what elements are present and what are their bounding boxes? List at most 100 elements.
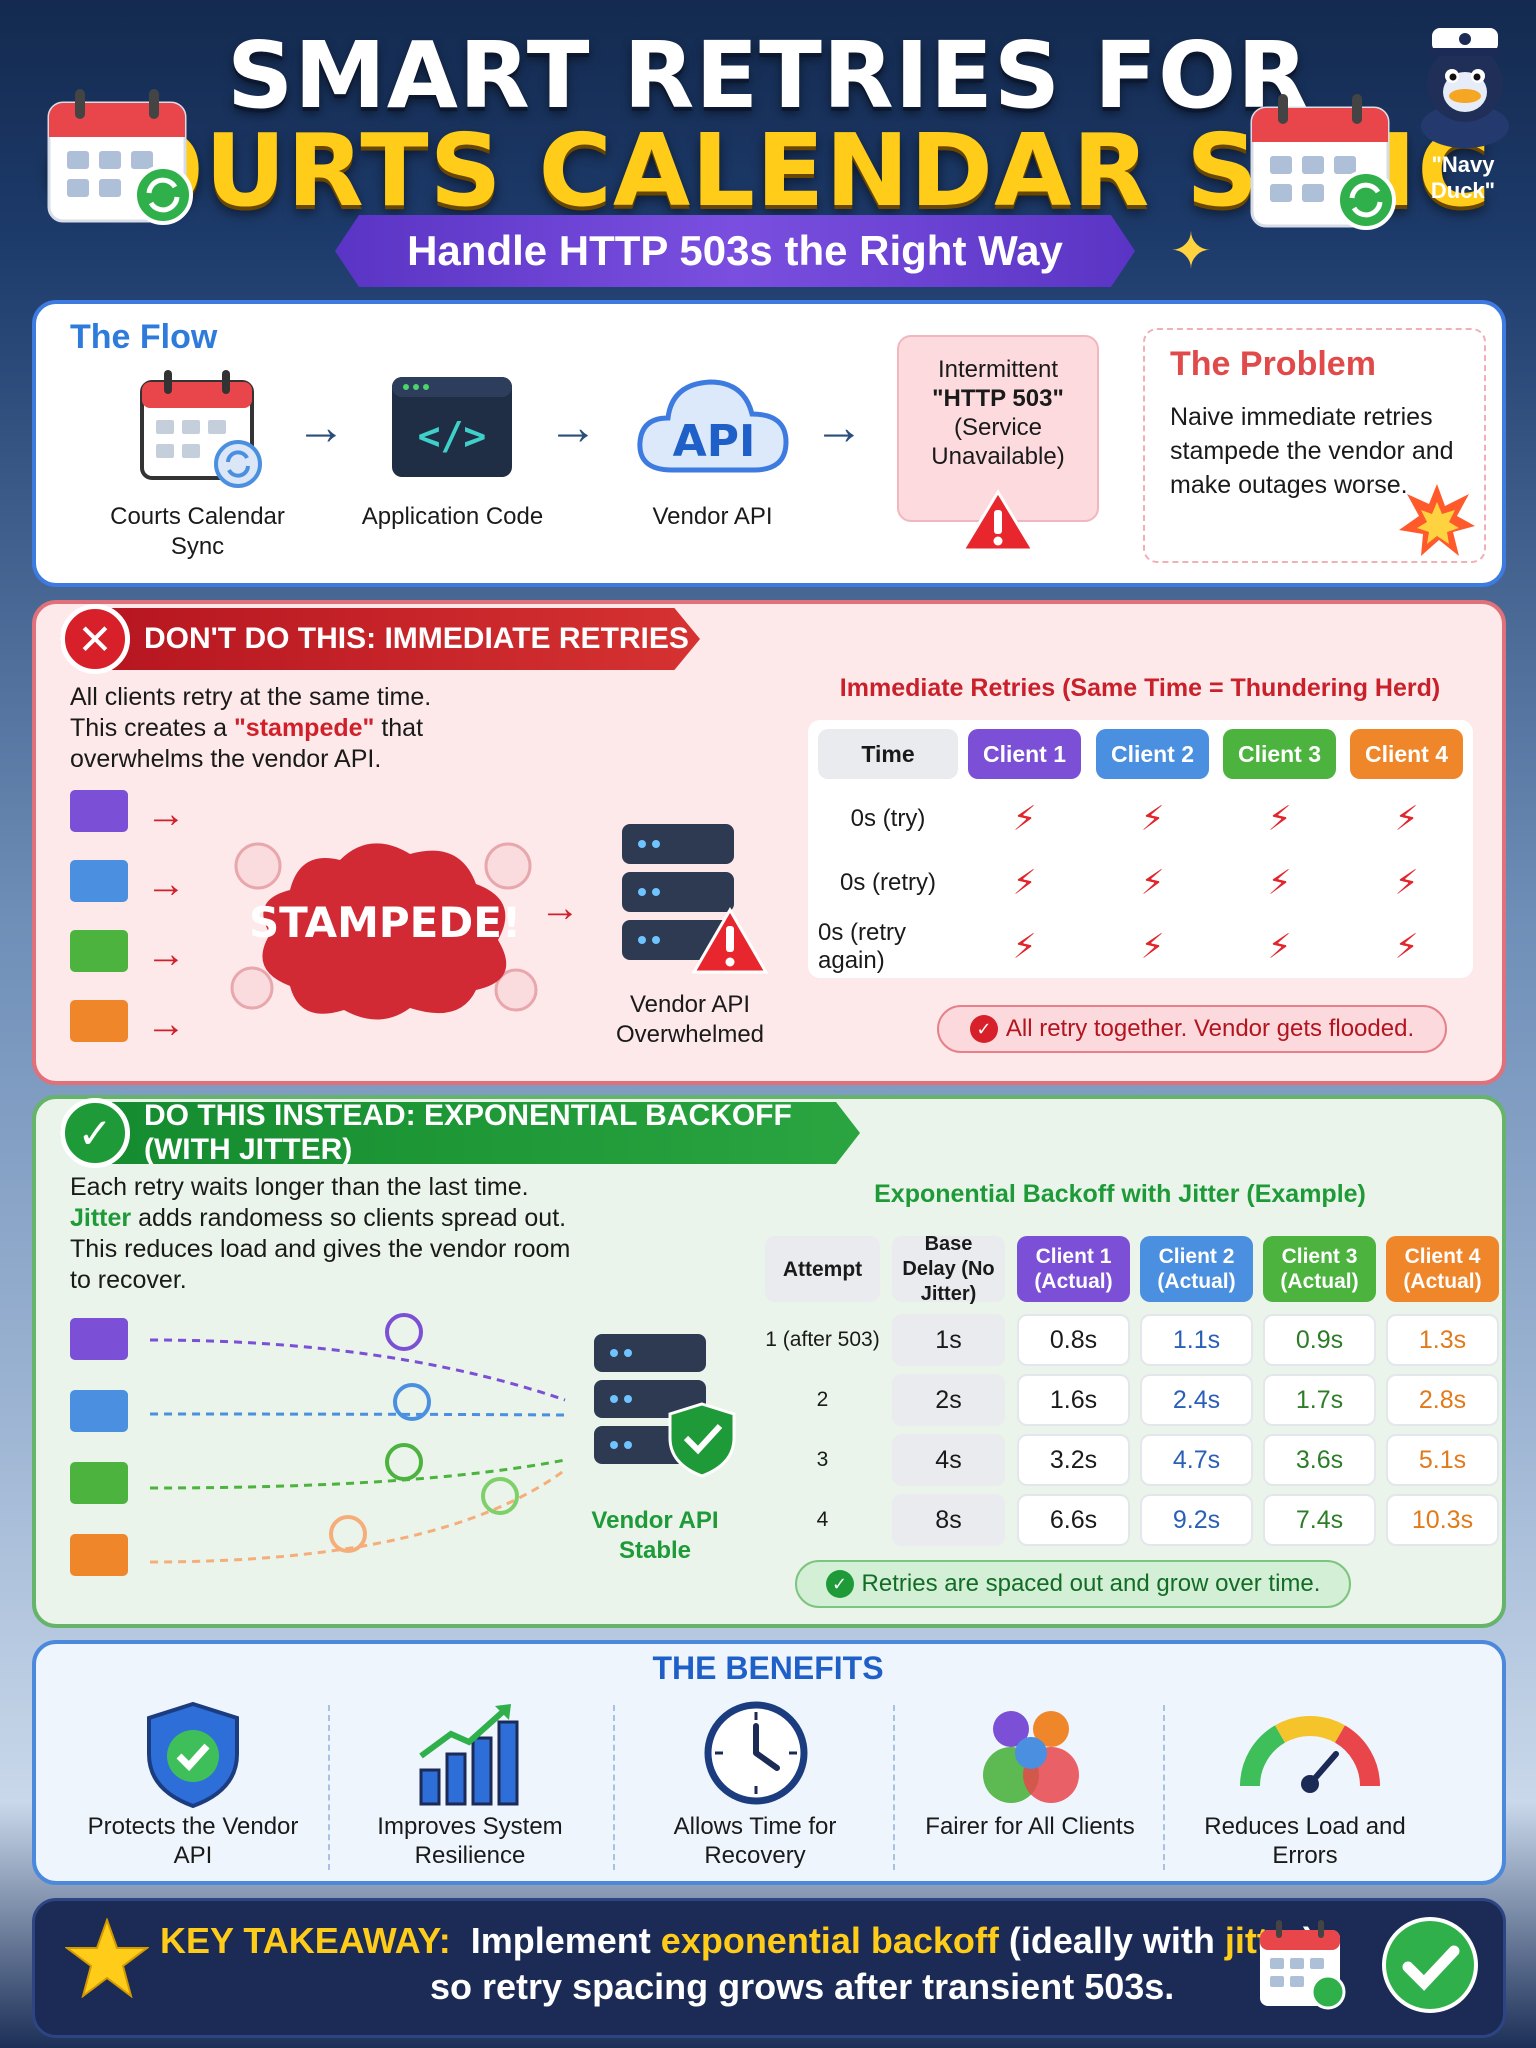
do-text-line-3: This reduces load and gives the vendor r… <box>70 1235 571 1263</box>
cloud-api-icon: API <box>637 379 789 473</box>
jitter-emphasis: Jitter <box>70 1204 132 1232</box>
error-503-box: Intermittent "HTTP 503" (Service Unavail… <box>897 335 1099 522</box>
backoff-cell: 2 <box>816 1388 829 1411</box>
retry-bolt-icon: ⚡ <box>1394 928 1419 966</box>
flow-step-label-3: Vendor API <box>652 503 773 530</box>
checkmark-icon: ✓ <box>60 1098 130 1168</box>
vendor-stable-label: Vendor API Stable <box>591 1507 719 1564</box>
calendar-sync-icon <box>1260 1920 1346 2010</box>
divider <box>893 1705 895 1870</box>
benefit-label-4: Fairer for All Clients <box>925 1813 1135 1840</box>
server-stable-icon <box>594 1334 736 1478</box>
backoff-cell: 2.8s <box>1386 1374 1499 1426</box>
dont-text-line-2: This creates a "stampede" that <box>70 713 630 744</box>
retry-bolt-icon: ⚡ <box>1140 864 1165 902</box>
col-header-client-3: Client 3 <box>1223 729 1336 779</box>
stampede-emphasis: "stampede" <box>233 714 375 742</box>
backoff-cell: 3 <box>816 1448 829 1471</box>
sparkle-icon: ✦ <box>1170 223 1212 279</box>
explosion-icon <box>1399 484 1475 556</box>
dont-text-post: that <box>374 714 424 742</box>
backoff-col-header: Client 1 (Actual) <box>1017 1236 1130 1302</box>
dont-banner: DON'T DO THIS: IMMEDIATE RETRIES <box>60 608 700 670</box>
do-text-line-1: Each retry waits longer than the last ti… <box>70 1173 529 1201</box>
api-icon-text: API <box>673 416 756 467</box>
flow-step-label-2: Application Code <box>361 503 544 530</box>
benefit-label-5: Reduces Load and Errors <box>1204 1813 1406 1869</box>
arrow-right-icon: → <box>296 399 346 455</box>
backoff-cell: 6.6s <box>1017 1494 1130 1546</box>
error-line-2: "HTTP 503" <box>932 385 1064 412</box>
retry-bolt-icon: ⚡ <box>1394 800 1419 838</box>
star-icon <box>65 1918 149 1998</box>
client-2-computer-icon <box>70 860 128 902</box>
client-3-computer-icon <box>70 1462 128 1504</box>
dont-note: ✓ All retry together. Vendor gets floode… <box>937 1005 1447 1053</box>
retry-bolt-icon: ⚡ <box>1012 800 1037 838</box>
server-overwhelmed-icon <box>622 824 769 974</box>
benefit-label-3: Allows Time for Recovery <box>673 1813 837 1869</box>
vendor-overwhelmed-label: Vendor API Overwhelmed <box>615 991 765 1048</box>
do-note-text: Retries are spaced out and grow over tim… <box>861 1570 1321 1597</box>
takeaway-mid: (ideally with <box>998 1920 1225 1961</box>
calendar-sync-icon <box>140 370 262 488</box>
takeaway-label: KEY TAKEAWAY: <box>160 1920 451 1961</box>
do-banner: DO THIS INSTEAD: EXPONENTIAL BACKOFF (WI… <box>60 1102 860 1164</box>
backoff-cell: 1s <box>892 1314 1005 1366</box>
growth-chart-icon <box>419 1704 519 1806</box>
divider <box>328 1705 330 1870</box>
do-banner-text: DO THIS INSTEAD: EXPONENTIAL BACKOFF (WI… <box>144 1099 792 1166</box>
divider <box>613 1705 615 1870</box>
retry-bolt-icon: ⚡ <box>1267 864 1292 902</box>
backoff-cell: 1.1s <box>1140 1314 1253 1366</box>
arrow-right-icon: → <box>146 862 186 906</box>
backoff-cell: 4s <box>892 1434 1005 1486</box>
client-1-computer-icon <box>70 790 128 832</box>
check-circle-icon: ✓ <box>969 1015 998 1043</box>
retry-bolt-icon: ⚡ <box>1267 800 1292 838</box>
divider <box>1163 1705 1165 1870</box>
client-3-computer-icon <box>70 930 128 972</box>
backoff-cell: 2s <box>892 1374 1005 1426</box>
backoff-cell: 0.9s <box>1263 1314 1376 1366</box>
client-1-computer-icon <box>70 1318 128 1360</box>
benefits-title: THE BENEFITS <box>652 1650 884 1686</box>
backoff-cell: 9.2s <box>1140 1494 1253 1546</box>
dont-note-text: All retry together. Vendor gets flooded. <box>1005 1015 1415 1042</box>
backoff-cell: 10.3s <box>1386 1494 1499 1546</box>
row-time-label: 0s (try) <box>850 805 926 832</box>
benefit-label-2: Improves System Resilience <box>377 1813 563 1869</box>
dont-banner-text: DON'T DO THIS: IMMEDIATE RETRIES <box>144 622 689 655</box>
col-header-client-2: Client 2 <box>1096 729 1209 779</box>
do-note: ✓ Retries are spaced out and grow over t… <box>795 1560 1351 1608</box>
arrow-right-icon: → <box>540 886 580 930</box>
client-4-computer-icon <box>70 1000 128 1042</box>
retry-bolt-icon: ⚡ <box>1140 928 1165 966</box>
col-header-client-1: Client 1 <box>968 729 1081 779</box>
error-line-3: (Service <box>953 414 1043 441</box>
takeaway-emphasis-1: exponential backoff <box>660 1920 999 1961</box>
mascot-label: "Navy Duck" <box>1430 152 1496 203</box>
problem-text: Naive immediate retries stampede the ven… <box>1170 403 1454 499</box>
subtitle-ribbon: Handle HTTP 503s the Right Way <box>335 215 1135 287</box>
retry-bolt-icon: ⚡ <box>1012 864 1037 902</box>
error-line-4: Unavailable) <box>931 443 1065 470</box>
do-text-line-4: to recover. <box>70 1266 187 1294</box>
backoff-cell: 2.4s <box>1140 1374 1253 1426</box>
backoff-cell: 4 <box>816 1508 829 1531</box>
backoff-col-header: Client 3 (Actual) <box>1263 1236 1376 1302</box>
arrow-right-icon: → <box>146 932 186 976</box>
immediate-table-title: Immediate Retries (Same Time = Thunderin… <box>839 674 1441 702</box>
row-time-label: 0s (retry again) <box>818 919 907 974</box>
check-circle-icon: ✓ <box>825 1570 854 1598</box>
gauge-icon <box>1240 1715 1380 1793</box>
dont-description: All clients retry at the same time. This… <box>70 682 630 775</box>
title-line-1: SMART RETRIES FOR <box>226 22 1310 129</box>
col-header-client-4: Client 4 <box>1350 729 1463 779</box>
backoff-cell: 7.4s <box>1263 1494 1376 1546</box>
backoff-col-header: Client 4 (Actual) <box>1386 1236 1499 1302</box>
code-window-icon: </> <box>392 377 512 477</box>
dont-text-line-1: All clients retry at the same time. <box>70 683 432 711</box>
takeaway-line-1: KEY TAKEAWAY: Implement exponential back… <box>160 1918 1315 1964</box>
backoff-table-title: Exponential Backoff with Jitter (Example… <box>874 1180 1366 1208</box>
